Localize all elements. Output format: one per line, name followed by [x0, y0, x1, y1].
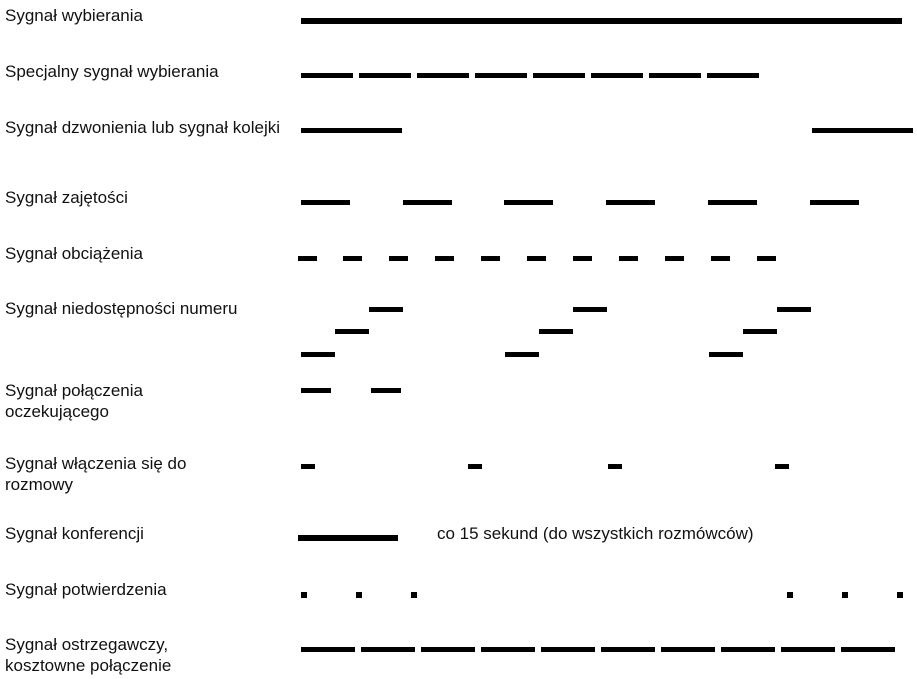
tone-pulse	[711, 256, 730, 261]
signal-label: Sygnał niedostępności numeru	[5, 299, 238, 318]
tone-pulse	[301, 18, 902, 24]
tone-pulse	[298, 256, 317, 261]
tone-pulse	[481, 647, 535, 652]
tone-pulse	[343, 256, 362, 261]
tone-pulse	[897, 592, 903, 598]
tone-pulse	[527, 256, 546, 261]
tone-pulse	[721, 647, 775, 652]
tone-pulse	[301, 388, 331, 393]
tone-pulse	[301, 200, 350, 205]
tone-pulse	[356, 592, 362, 598]
tone-pulse	[608, 464, 622, 469]
tone-pulse	[411, 592, 417, 598]
signal-label: Sygnał ostrzegawczy, kosztowne połączeni…	[5, 635, 172, 675]
tone-pulse	[371, 388, 401, 393]
tone-pulse	[435, 256, 454, 261]
signal-label: Sygnał potwierdzenia	[5, 580, 167, 599]
tone-pulse	[389, 256, 408, 261]
tone-pulse-mid	[743, 329, 777, 334]
tone-pulse	[649, 73, 701, 78]
tone-pulse-high	[369, 307, 403, 312]
tone-pulse	[301, 73, 353, 78]
tone-pulse	[810, 200, 859, 205]
tone-pulse	[301, 128, 402, 133]
tone-pulse	[468, 464, 482, 469]
signal-label: Specjalny sygnał wybierania	[5, 62, 219, 81]
tone-pulse	[301, 592, 307, 598]
tone-pulse-high	[777, 307, 811, 312]
tone-pulse-mid	[335, 329, 369, 334]
tone-pulse	[301, 647, 355, 652]
tone-pulse	[504, 200, 553, 205]
tone-pulse	[301, 464, 315, 469]
tone-pulse-low	[505, 352, 539, 357]
tone-pulse	[708, 200, 757, 205]
signal-label: Sygnał obciążenia	[5, 244, 143, 263]
tone-pulse	[417, 73, 469, 78]
tone-pulse-high	[573, 307, 607, 312]
signal-label: Sygnał konferencji	[5, 524, 144, 543]
signal-label: Sygnał włączenia się do rozmowy	[5, 454, 187, 494]
tone-pulse	[403, 200, 452, 205]
tone-pulse	[359, 73, 411, 78]
tone-pulse	[601, 647, 655, 652]
tone-pulse	[787, 592, 793, 598]
conference-note: co 15 sekund (do wszystkich rozmówców)	[437, 524, 754, 543]
tone-pulse	[298, 535, 398, 541]
signal-label: Sygnał połączenia oczekującego	[5, 381, 143, 421]
tone-pulse	[812, 128, 913, 133]
tone-pulse	[475, 73, 527, 78]
signal-label: Sygnał wybierania	[5, 6, 143, 25]
tone-pulse-low	[301, 352, 335, 357]
tone-pulse	[533, 73, 585, 78]
tone-pulse	[361, 647, 415, 652]
tone-pulse	[842, 592, 848, 598]
tone-pulse	[841, 647, 895, 652]
tone-pulse	[573, 256, 592, 261]
tone-pulse	[481, 256, 500, 261]
tone-pulse	[619, 256, 638, 261]
tone-pulse	[661, 647, 715, 652]
tone-pulse	[665, 256, 684, 261]
tone-pulse	[421, 647, 475, 652]
tone-pulse	[707, 73, 759, 78]
tone-pulse-mid	[539, 329, 573, 334]
tone-pulse-low	[709, 352, 743, 357]
signal-label: Sygnał dzwonienia lub sygnał kolejki	[5, 118, 280, 137]
tone-pulse	[541, 647, 595, 652]
tone-pulse	[591, 73, 643, 78]
tone-pulse	[606, 200, 655, 205]
tone-pulse	[781, 647, 835, 652]
tone-pulse	[757, 256, 776, 261]
signal-label: Sygnał zajętości	[5, 188, 128, 207]
tone-pulse	[775, 464, 789, 469]
